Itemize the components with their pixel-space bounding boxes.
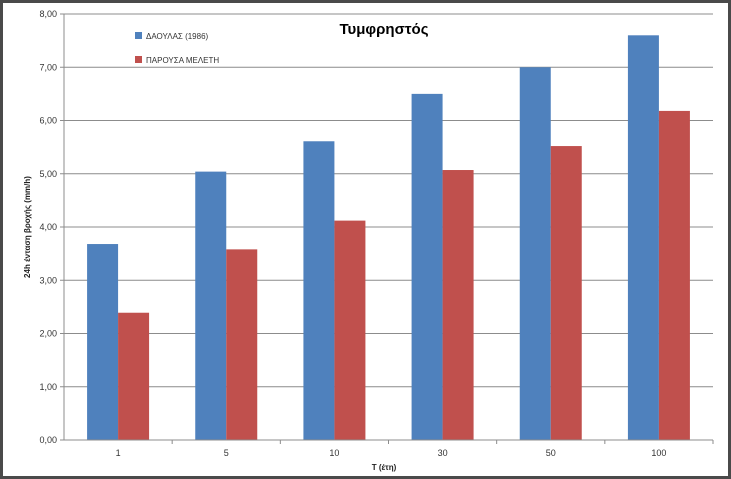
legend: ΔΑΟΥΛΑΣ (1986) ΠΑΡΟΥΣΑ ΜΕΛΕΤΗ — [135, 32, 219, 65]
bar-series-1-100 — [627, 35, 659, 441]
bars — [87, 35, 690, 441]
legend-swatch-series-2 — [135, 56, 142, 63]
y-tick-label: 0,00 — [39, 435, 57, 445]
bar-series-1-10 — [303, 141, 335, 440]
bar-series-2-10 — [334, 220, 366, 440]
chart-title: Τυμφρηστός — [339, 21, 428, 38]
bar-series-2-1 — [118, 312, 150, 440]
bar-series-2-100 — [658, 110, 690, 440]
x-tick-label: 1 — [116, 448, 121, 458]
legend-label-series-2: ΠΑΡΟΥΣΑ ΜΕΛΕΤΗ — [146, 56, 219, 65]
y-tick-label: 2,00 — [39, 329, 57, 339]
legend-swatch-series-1 — [135, 32, 142, 39]
x-tick-labels: 1 5 10 30 50 100 — [116, 440, 714, 458]
x-tick-label: 100 — [651, 448, 666, 458]
bar-series-2-30 — [442, 170, 474, 440]
x-tick-label: 50 — [546, 448, 556, 458]
y-tick-label: 7,00 — [39, 62, 57, 72]
x-axis-label: T (έτη) — [372, 463, 397, 472]
bar-series-1-5 — [195, 171, 227, 440]
bar-series-1-1 — [87, 244, 119, 440]
bar-series-1-30 — [411, 93, 443, 440]
y-tick-label: 8,00 — [39, 9, 57, 19]
bar-series-2-5 — [226, 249, 258, 440]
y-axis-label: 24h ένταση βροχής (mm/h) — [23, 176, 32, 278]
y-tick-label: 6,00 — [39, 116, 57, 126]
x-tick-label: 5 — [224, 448, 229, 458]
x-tick-label: 30 — [438, 448, 448, 458]
y-tick-label: 3,00 — [39, 275, 57, 285]
y-tick-label: 1,00 — [39, 382, 57, 392]
bar-series-2-50 — [550, 146, 582, 440]
gridlines — [60, 13, 713, 441]
bar-series-1-50 — [519, 67, 551, 440]
x-tick-label: 10 — [329, 448, 339, 458]
y-tick-labels: 0,00 1,00 2,00 3,00 4,00 5,00 6,00 7,00 8,00 — [39, 9, 57, 445]
y-tick-label: 4,00 — [39, 222, 57, 232]
y-tick-label: 5,00 — [39, 169, 57, 179]
legend-label-series-1: ΔΑΟΥΛΑΣ (1986) — [146, 32, 209, 41]
